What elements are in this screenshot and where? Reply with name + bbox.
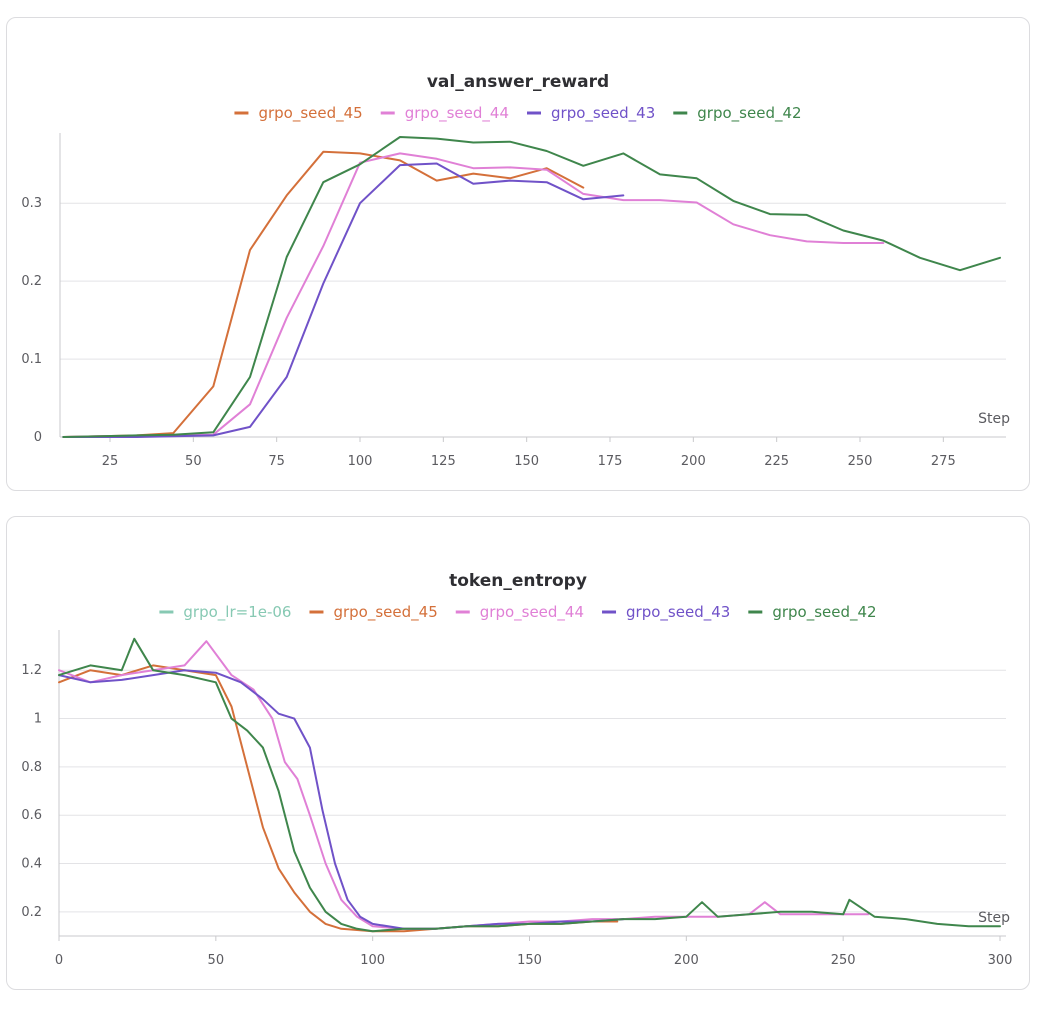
x-tick-label: 75 <box>268 454 285 469</box>
series-line-grpo-seed-44 <box>62 152 885 438</box>
series-line-grpo-seed-42 <box>58 637 1001 933</box>
chart-title: token_entropy <box>449 571 587 591</box>
legend-item: grpo_seed_42 <box>748 603 877 622</box>
x-tick-label: 275 <box>931 454 956 469</box>
legend-label: grpo_seed_45 <box>333 603 437 622</box>
legend-item: grpo_seed_42 <box>673 104 802 123</box>
y-tick-label: 0.1 <box>21 352 42 367</box>
y-tick-label: 0.6 <box>21 808 42 823</box>
legend-item: grpo_seed_45 <box>234 104 363 123</box>
chart-title: val_answer_reward <box>427 72 609 92</box>
x-tick-label: 200 <box>681 454 706 469</box>
legend-label: grpo_seed_44 <box>405 104 509 123</box>
legend-label: grpo_seed_43 <box>551 104 655 123</box>
x-tick-label: 150 <box>517 953 542 968</box>
series-line-grpo-seed-43 <box>62 162 625 438</box>
y-tick-label: 0.4 <box>21 857 42 872</box>
series-line-grpo-seed-45 <box>62 150 585 438</box>
y-tick-label: 0.3 <box>21 196 42 211</box>
x-tick-label: 100 <box>348 454 373 469</box>
x-tick-label: 125 <box>431 454 456 469</box>
legend-item: grpo_seed_44 <box>455 603 584 622</box>
legend-label: grpo_lr=1e-06 <box>183 603 291 622</box>
chart-panel-token-entropy: token_entropy grpo_lr=1e-06 grpo_seed_45 gr… <box>6 516 1030 990</box>
y-tick-label: 0.2 <box>21 274 42 289</box>
x-tick-label: 300 <box>988 953 1013 968</box>
legend-label: grpo_seed_45 <box>258 104 362 123</box>
x-tick-label: 100 <box>360 953 385 968</box>
x-tick-label: 50 <box>185 454 202 469</box>
legend-item: grpo_lr=1e-06 <box>159 603 291 622</box>
x-axis-label: Step <box>978 910 1010 926</box>
x-tick-label: 0 <box>55 953 63 968</box>
legend-item: grpo_seed_43 <box>602 603 730 622</box>
legend: grpo_seed_45 grpo_seed_44 grpo_seed_43 grpo… <box>234 104 802 123</box>
legend-label: grpo_seed_42 <box>772 603 876 622</box>
y-tick-label: 0.8 <box>21 760 42 775</box>
y-tick-label: 1 <box>34 712 42 727</box>
y-tick-label: 0.2 <box>21 905 42 920</box>
x-axis-label: Step <box>978 411 1010 427</box>
x-tick-label: 225 <box>764 454 789 469</box>
y-tick-label: 0 <box>34 430 42 445</box>
x-tick-label: 25 <box>102 454 119 469</box>
x-tick-label: 175 <box>598 454 623 469</box>
legend-item: grpo_seed_44 <box>380 104 509 123</box>
y-tick-label: 1.2 <box>21 663 42 678</box>
x-tick-label: 250 <box>831 953 856 968</box>
x-tick-label: 150 <box>514 454 539 469</box>
legend-item: grpo_seed_45 <box>309 603 438 622</box>
chart-panel-val-answer-reward: val_answer_reward grpo_seed_45 grpo_seed_4… <box>6 17 1030 491</box>
legend-item: grpo_seed_43 <box>527 104 655 123</box>
legend-label: grpo_seed_44 <box>480 603 584 622</box>
x-tick-label: 200 <box>674 953 699 968</box>
series-line-grpo-seed-44 <box>58 640 870 930</box>
x-tick-label: 50 <box>208 953 225 968</box>
x-tick-label: 250 <box>848 454 873 469</box>
legend-label: grpo_seed_43 <box>626 603 730 622</box>
legend-label: grpo_seed_42 <box>697 104 801 123</box>
series-line-grpo-seed-42 <box>62 136 1001 438</box>
legend: grpo_lr=1e-06 grpo_seed_45 grpo_seed_44 grp… <box>159 603 877 622</box>
series-line-grpo-seed-43 <box>58 669 625 930</box>
